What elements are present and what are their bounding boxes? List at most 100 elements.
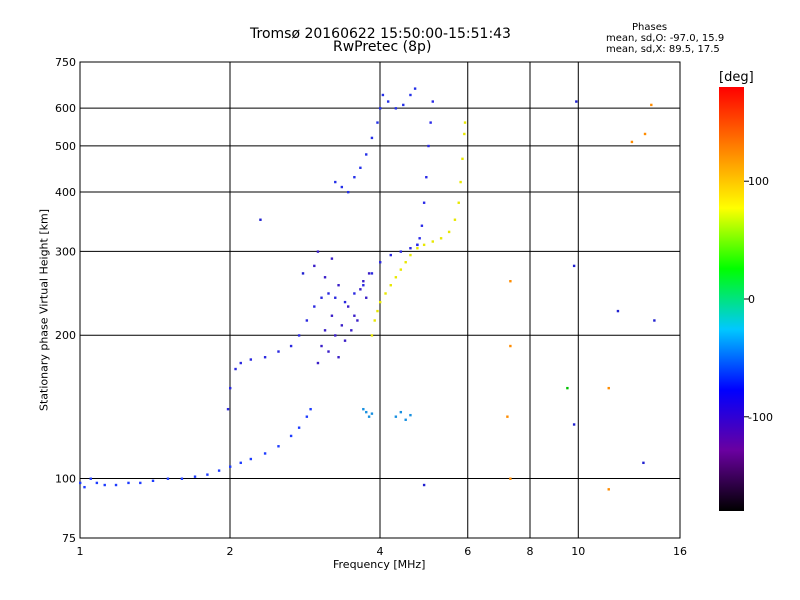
data-point: [509, 344, 512, 348]
data-point: [234, 367, 237, 371]
data-point: [365, 153, 368, 156]
data-point: [289, 434, 293, 438]
data-point: [404, 418, 407, 421]
data-point: [416, 243, 419, 247]
data-point: [217, 469, 221, 472]
data-point: [334, 334, 337, 337]
data-point: [463, 121, 467, 124]
data-point: [572, 264, 576, 268]
data-point: [193, 475, 197, 478]
data-point: [166, 477, 170, 480]
data-point: [343, 339, 347, 342]
data-point: [127, 481, 130, 485]
x-axis-ticks: 1 2 4 6 8 10 16: [77, 545, 688, 558]
data-point: [346, 305, 350, 308]
data-point: [642, 461, 645, 465]
data-point: [572, 423, 576, 426]
colorbar: [719, 87, 744, 511]
chart-title: Tromsø 20160622 15:50:00-15:51:43: [250, 26, 511, 42]
x-tick-label: 1: [77, 545, 84, 558]
x-axis-label: Frequency [MHz]: [333, 558, 426, 571]
data-point: [327, 350, 330, 353]
data-point: [83, 485, 86, 489]
x-tick-label: 2: [227, 545, 234, 558]
data-point: [439, 237, 443, 240]
data-point: [509, 280, 512, 283]
data-point: [653, 319, 656, 322]
colorbar-tick-label: -100: [748, 411, 773, 424]
colorbar-tick-label: 100: [748, 175, 769, 188]
data-point: [370, 412, 374, 415]
data-point: [566, 386, 569, 390]
data-point: [370, 272, 374, 275]
data-point: [422, 243, 426, 247]
data-point: [343, 300, 347, 304]
data-point: [413, 87, 417, 90]
data-point: [353, 314, 356, 317]
phase-stats-o: mean, sd,O: -97.0, 15.9: [606, 33, 725, 44]
data-point: [340, 185, 344, 189]
data-point: [506, 415, 509, 418]
data-point: [89, 477, 92, 480]
data-point: [379, 107, 382, 110]
y-tick-label: 400: [55, 186, 76, 199]
y-tick-label: 500: [55, 140, 76, 153]
data-point: [305, 319, 309, 322]
data-point: [313, 264, 316, 268]
data-point: [376, 121, 379, 124]
colorbar-tick-label: 0: [748, 293, 755, 306]
data-point: [650, 103, 653, 107]
data-point: [370, 136, 374, 140]
data-point: [630, 140, 634, 144]
data-point: [409, 253, 412, 257]
data-point: [350, 329, 353, 332]
data-point: [249, 457, 253, 461]
data-point: [139, 481, 142, 485]
data-point: [575, 100, 578, 103]
chart-subtitle: RwPretec (8p): [333, 39, 432, 55]
x-tick-label: 10: [571, 545, 585, 558]
data-point: [346, 190, 350, 194]
data-point: [114, 483, 118, 487]
data-point: [389, 253, 392, 257]
colorbar-unit-label: [deg]: [719, 70, 754, 85]
data-point: [353, 175, 356, 179]
data-point: [404, 261, 407, 264]
x-tick-label: 4: [377, 545, 384, 558]
data-point: [425, 175, 428, 179]
data-point: [79, 481, 82, 485]
data-point: [409, 247, 412, 250]
grid-lines: [79, 61, 681, 539]
data-point: [453, 218, 457, 221]
data-point: [509, 477, 512, 480]
data-point: [309, 407, 312, 411]
colorbar-ticks: 100 0 -100: [744, 175, 773, 424]
data-point: [422, 201, 426, 204]
data-point: [399, 250, 403, 253]
data-point: [180, 477, 184, 480]
data-point: [320, 296, 323, 299]
data-point: [409, 413, 412, 417]
plot-frame: [79, 61, 681, 539]
data-point: [337, 284, 340, 287]
data-point: [394, 107, 398, 110]
data-point: [151, 479, 155, 483]
data-point: [461, 157, 464, 161]
data-point: [297, 334, 301, 337]
data-point: [239, 361, 242, 365]
data-point: [330, 314, 334, 317]
y-tick-label: 100: [55, 473, 76, 486]
data-point: [616, 309, 620, 313]
data-point: [643, 132, 647, 136]
data-point: [229, 386, 232, 390]
data-point: [431, 240, 434, 243]
data-point: [277, 445, 280, 448]
data-point: [399, 268, 403, 271]
x-tick-label: 6: [464, 545, 471, 558]
y-tick-label: 600: [55, 102, 76, 115]
data-point: [373, 319, 376, 322]
data-point: [263, 356, 267, 359]
data-point: [389, 284, 392, 287]
phase-stats-title: Phases: [632, 22, 668, 33]
